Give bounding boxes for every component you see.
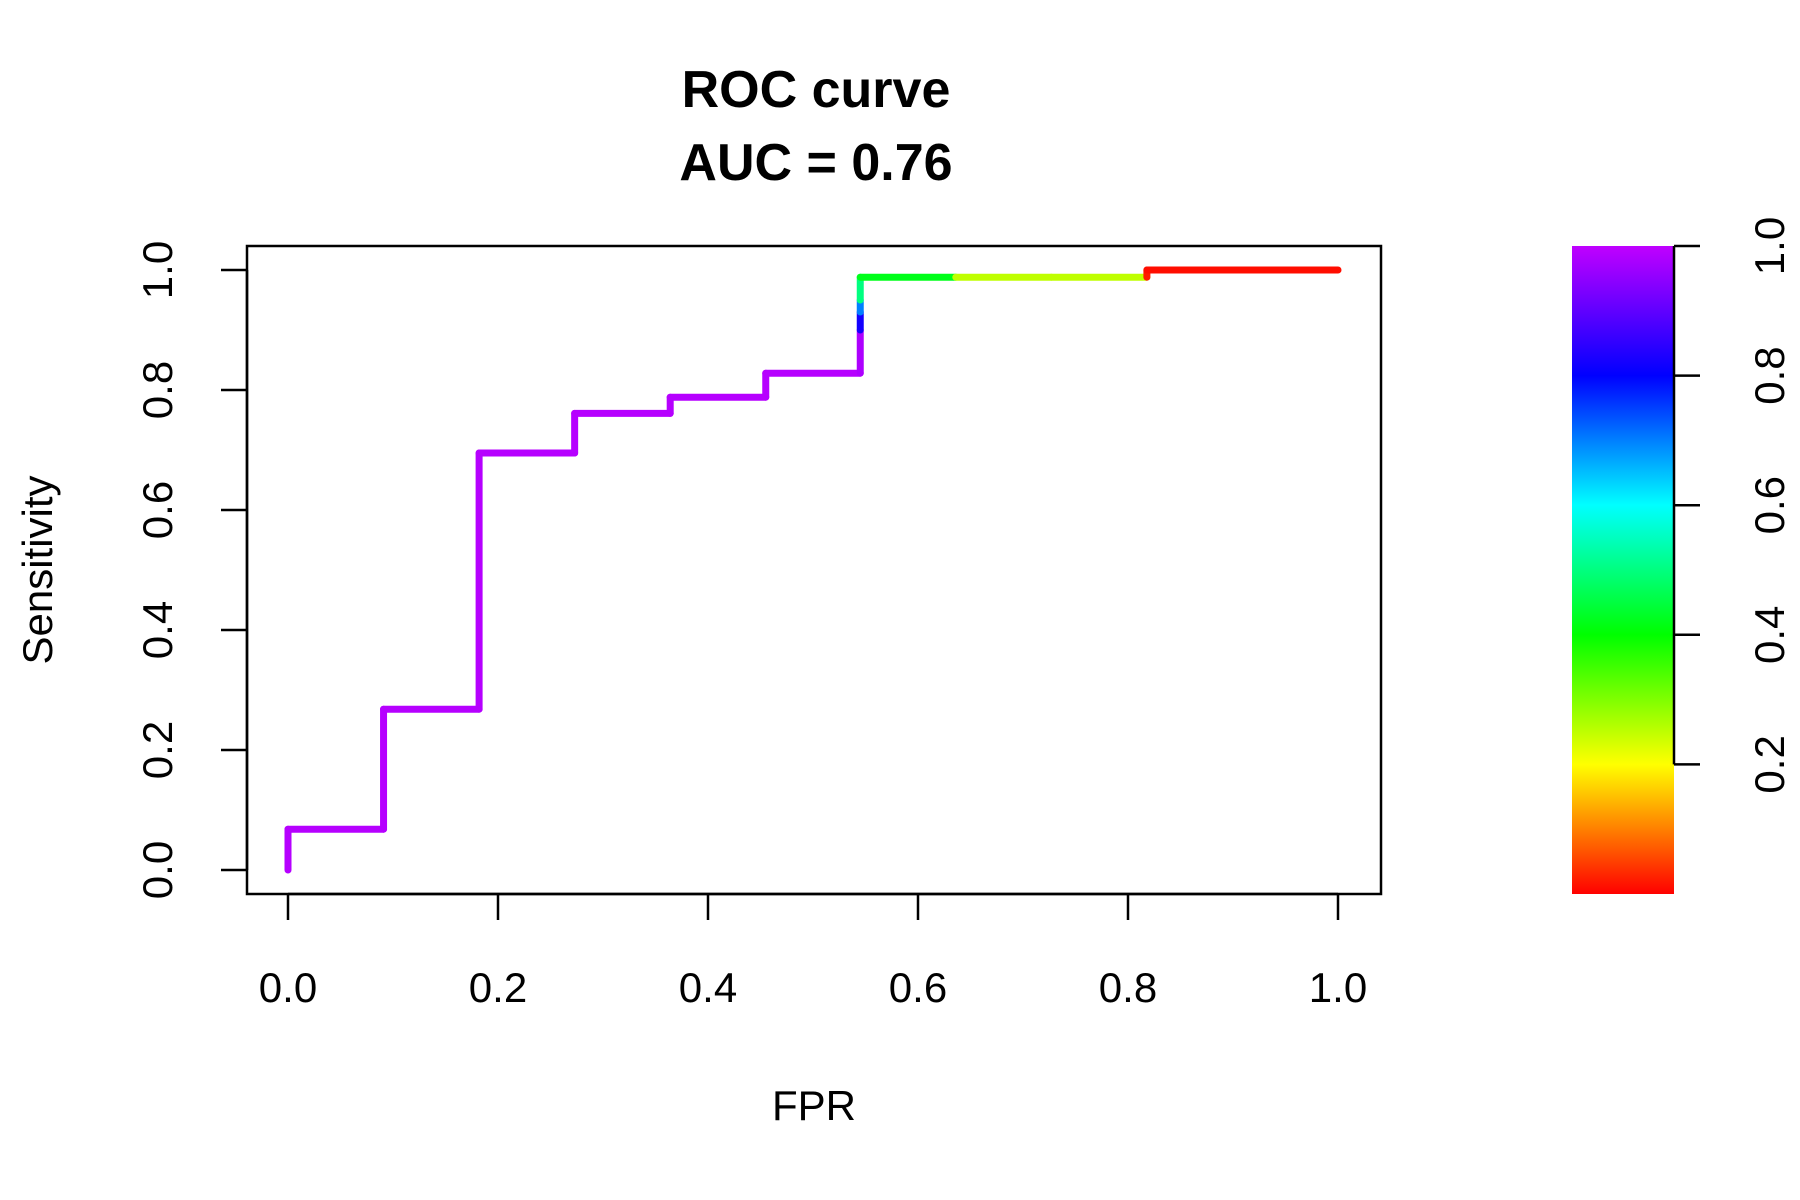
- x-tick-label: 0.4: [679, 964, 737, 1011]
- y-tick-label: 1.0: [134, 241, 181, 299]
- plot-frame: [245, 244, 1383, 896]
- x-tick-label: 0.2: [469, 964, 527, 1011]
- x-tick-label: 0.6: [889, 964, 947, 1011]
- y-tick-label: 0.0: [134, 841, 181, 899]
- x-axis: 0.0 0.2 0.4 0.6 0.8 1.0: [259, 892, 1367, 1011]
- y-tick-label: 0.4: [134, 601, 181, 659]
- colorbar-tick-label: 0.8: [1746, 346, 1793, 404]
- x-axis-label: FPR: [772, 1082, 856, 1129]
- colorbar-tick-label: 0.4: [1746, 606, 1793, 664]
- y-axis-label: Sensitivity: [14, 475, 61, 664]
- colorbar-axis: 0.2 0.4 0.6 0.8 1.0: [1672, 217, 1793, 794]
- y-tick-label: 0.2: [134, 721, 181, 779]
- roc-curve: [284, 266, 1342, 874]
- y-tick-label: 0.6: [134, 481, 181, 539]
- colorbar-tick-label: 0.2: [1746, 735, 1793, 793]
- y-axis: 0.0 0.2 0.4 0.6 0.8 1.0: [134, 241, 249, 899]
- colorbar-tick-label: 1.0: [1746, 217, 1793, 275]
- chart-title: ROC curve: [682, 61, 951, 119]
- y-tick-label: 0.8: [134, 361, 181, 419]
- chart-subtitle: AUC = 0.76: [679, 134, 952, 192]
- x-tick-label: 0.8: [1099, 964, 1157, 1011]
- x-tick-label: 0.0: [259, 964, 317, 1011]
- colorbar: [1572, 246, 1674, 894]
- x-tick-label: 1.0: [1309, 964, 1367, 1011]
- colorbar-tick-label: 0.6: [1746, 476, 1793, 534]
